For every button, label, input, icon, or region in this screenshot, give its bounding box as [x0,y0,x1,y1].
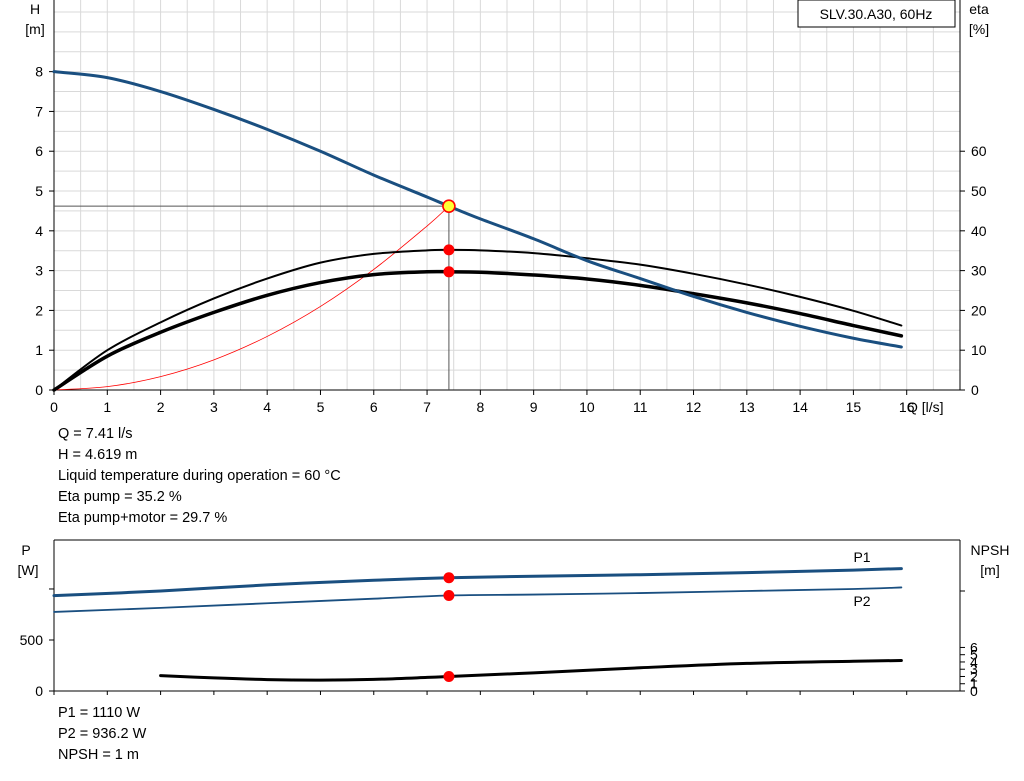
info-eta-pump: Eta pump = 35.2 % [58,489,182,505]
title-box [797,0,956,28]
top-right-tick-label: 60 [971,143,987,159]
top-right-tick-label: 10 [971,342,987,358]
bottom-left-axis-title: P [21,542,30,558]
top-x-tick-label: 9 [530,399,538,415]
top-x-tick-label: 16 [899,399,915,415]
p1-marker [443,572,455,584]
top-right-axis-title: eta [969,1,989,17]
top-x-tick-label: 8 [476,399,484,415]
bottom-right-axis-unit: [m] [980,562,999,578]
info-liquid-temperature: Liquid temperature during operation = 60… [58,468,341,484]
top-left-tick-label: 5 [35,183,43,199]
top-left-tick-label: 8 [35,64,43,80]
top-right-tick-label: 40 [971,223,987,239]
top-right-axis-unit: [%] [969,21,989,37]
bottom-right-tick-label: 4 [970,654,978,670]
top-left-axis-unit: [m] [25,21,44,37]
top-right-tick-label: 30 [971,263,987,279]
info-head: H = 4.619 m [58,447,138,463]
p1-curve-label: P1 [853,549,870,565]
top-x-axis-title: Q [l/s] [907,399,944,415]
bottom-right-axis-title: NPSH [971,542,1010,558]
p2-curve-label: P2 [853,593,870,609]
p1-curve [52,567,903,598]
top-left-tick-label: 2 [35,302,43,318]
top-x-tick-label: 3 [210,399,218,415]
top-left-axis-title: H [30,1,40,17]
bottom-right-tick-label: 2 [970,668,978,684]
top-x-tick-label: 5 [317,399,325,415]
npsh-marker [443,670,455,682]
bottom-left-axis-unit: [W] [18,562,39,578]
top-left-tick-label: 6 [35,143,43,159]
top-left-tick-label: 4 [35,223,43,239]
bottom-right-tick-label: 1 [970,676,978,692]
top-x-tick-label: 4 [263,399,271,415]
eta-pump-motor-marker [443,266,455,278]
top-x-tick-label: 7 [423,399,431,415]
head-curve [52,70,903,349]
top-x-tick-label: 13 [739,399,755,415]
p2-marker [443,589,455,601]
top-x-tick-label: 0 [50,399,58,415]
chart-title: SLV.30.A30, 60Hz [820,6,933,22]
top-left-tick-label: 1 [35,342,43,358]
info-p2: P2 = 936.2 W [58,726,147,742]
top-left-tick-label: 3 [35,263,43,279]
npsh-curve [159,659,903,682]
p2-curve [53,586,903,613]
top-left-tick-label: 7 [35,103,43,119]
bottom-right-tick-label: 5 [970,647,978,663]
top-right-tick-label: 0 [971,382,979,398]
bottom-left-tick-label: 0 [35,683,43,699]
bottom-info-panel: P1 = 1110 W P2 = 936.2 W NPSH = 1 m [58,703,146,766]
top-x-tick-label: 14 [792,399,808,415]
top-x-tick-label: 1 [103,399,111,415]
top-x-tick-label: 11 [633,399,648,415]
top-x-tick-label: 15 [846,399,862,415]
bottom-right-tick-label: 6 [970,639,978,655]
eta-pump-motor-curve [52,269,904,392]
bottom-right-tick-label: 3 [970,661,978,677]
bottom-left-tick-label: 500 [20,632,44,648]
bottom-right-tick-label: 0 [970,683,978,699]
info-npsh: NPSH = 1 m [58,747,139,763]
info-flow: Q = 7.41 l/s [58,426,133,442]
info-eta-pump-motor: Eta pump+motor = 29.7 % [58,510,228,526]
top-x-tick-label: 10 [579,399,595,415]
system-curve-line [53,205,450,391]
top-x-tick-label: 2 [157,399,165,415]
top-left-tick-label: 0 [35,382,43,398]
top-x-tick-label: 12 [686,399,702,415]
operating-point-marker [442,199,456,213]
top-x-tick-label: 6 [370,399,378,415]
info-p1: P1 = 1110 W [58,705,141,721]
top-right-tick-label: 20 [971,302,987,318]
top-right-tick-label: 50 [971,183,987,199]
top-info-panel: Q = 7.41 l/s H = 4.619 m Liquid temperat… [58,424,341,529]
eta-pump-marker [443,244,455,256]
eta-pump-curve [53,248,903,391]
